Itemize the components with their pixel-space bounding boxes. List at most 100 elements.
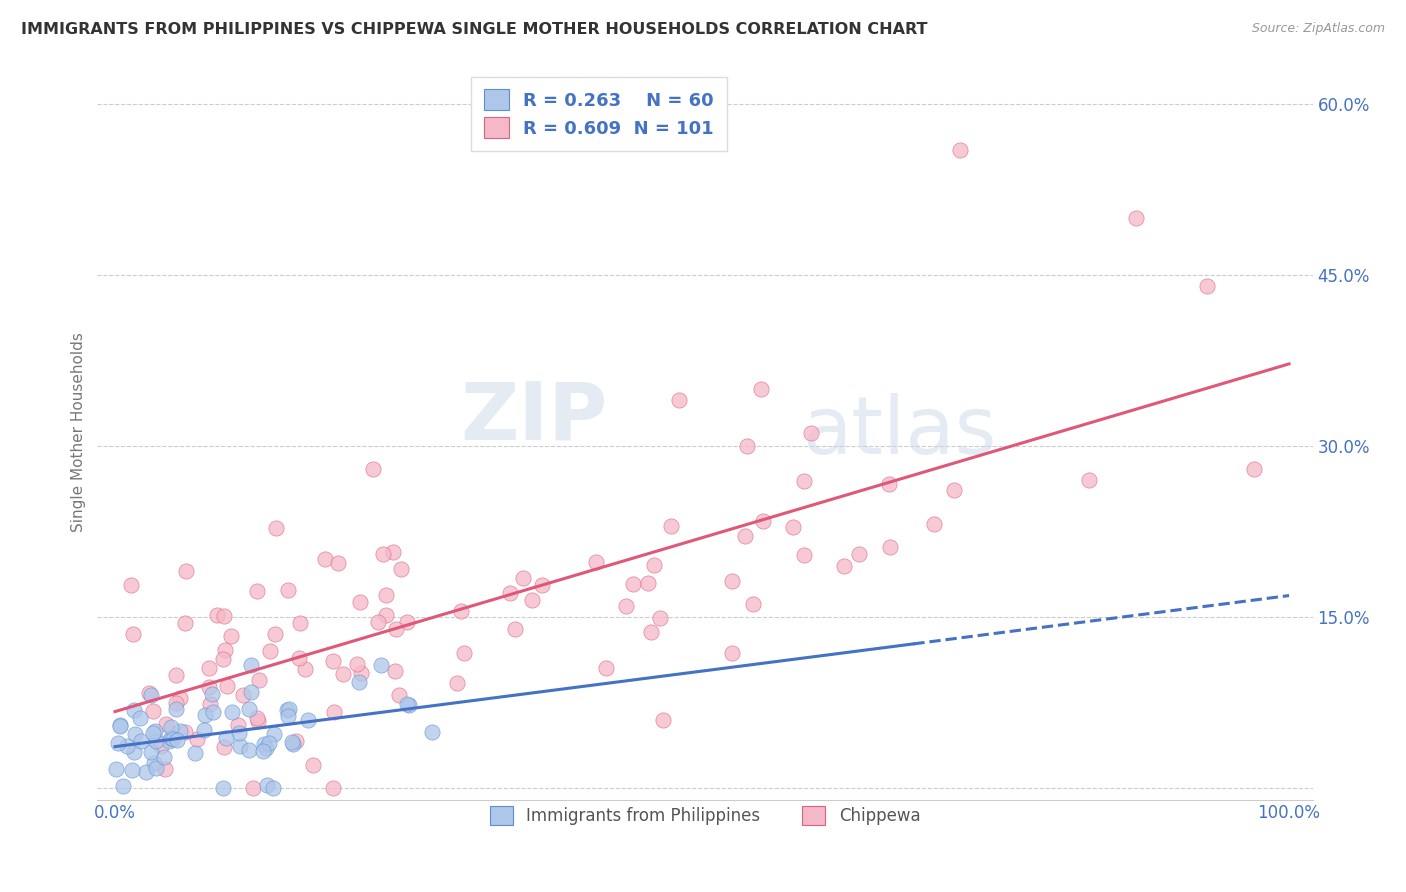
Point — [585, 555, 607, 569]
Point — [735, 439, 758, 453]
Point — [212, 740, 235, 755]
Point — [281, 735, 304, 749]
Point — [247, 673, 270, 687]
Point — [145, 734, 167, 748]
Point — [367, 615, 389, 629]
Point — [782, 520, 804, 534]
Point — [104, 762, 127, 776]
Point — [382, 545, 405, 559]
Point — [198, 661, 221, 675]
Point — [595, 660, 617, 674]
Y-axis label: Single Mother Households: Single Mother Households — [72, 332, 86, 532]
Point — [214, 608, 236, 623]
Point — [922, 516, 945, 531]
Point — [229, 739, 252, 754]
Point — [108, 719, 131, 733]
Point — [246, 711, 269, 725]
Point — [159, 731, 181, 745]
Point — [214, 642, 236, 657]
Point — [157, 734, 180, 748]
Point — [384, 665, 406, 679]
Point — [734, 529, 756, 543]
Point — [741, 597, 763, 611]
Point — [166, 733, 188, 747]
Point — [503, 623, 526, 637]
Point — [232, 688, 254, 702]
Point — [143, 724, 166, 739]
Point — [115, 739, 138, 754]
Point — [202, 706, 225, 720]
Point — [832, 558, 855, 573]
Point — [174, 565, 197, 579]
Point — [124, 703, 146, 717]
Point — [446, 676, 468, 690]
Point — [173, 615, 195, 630]
Point — [212, 781, 235, 796]
Point — [637, 575, 659, 590]
Point — [943, 483, 966, 498]
Point — [226, 718, 249, 732]
Point — [240, 685, 263, 699]
Point — [246, 583, 269, 598]
Point — [520, 592, 543, 607]
Point — [194, 708, 217, 723]
Point — [143, 756, 166, 770]
Point — [1078, 473, 1101, 487]
Point — [242, 781, 264, 796]
Point — [257, 736, 280, 750]
Point — [165, 668, 187, 682]
Point — [290, 616, 312, 631]
Point — [169, 690, 191, 705]
Point — [1243, 462, 1265, 476]
Text: IMMIGRANTS FROM PHILIPPINES VS CHIPPEWA SINGLE MOTHER HOUSEHOLDS CORRELATION CHA: IMMIGRANTS FROM PHILIPPINES VS CHIPPEWA … — [21, 22, 928, 37]
Point — [650, 610, 672, 624]
Point — [169, 724, 191, 739]
Point — [652, 714, 675, 728]
Point — [659, 519, 682, 533]
Point — [398, 698, 420, 712]
Point — [453, 646, 475, 660]
Point — [326, 556, 349, 570]
Point — [228, 726, 250, 740]
Point — [165, 696, 187, 710]
Point — [389, 562, 412, 576]
Point — [530, 578, 553, 592]
Point — [264, 627, 287, 641]
Point — [159, 720, 181, 734]
Point — [212, 652, 235, 666]
Point — [238, 743, 260, 757]
Point — [370, 657, 392, 672]
Point — [221, 629, 243, 643]
Point — [420, 725, 443, 739]
Point — [135, 765, 157, 780]
Point — [121, 763, 143, 777]
Point — [621, 576, 644, 591]
Point — [1195, 279, 1218, 293]
Point — [668, 393, 690, 408]
Point — [323, 705, 346, 719]
Point — [297, 713, 319, 727]
Point — [396, 615, 419, 629]
Point — [259, 644, 281, 658]
Point — [215, 731, 238, 745]
Point — [150, 739, 173, 753]
Point — [108, 718, 131, 732]
Point — [879, 477, 901, 491]
Point — [145, 761, 167, 775]
Point — [240, 658, 263, 673]
Point — [198, 681, 221, 695]
Text: atlas: atlas — [803, 392, 997, 471]
Point — [277, 708, 299, 723]
Point — [107, 736, 129, 750]
Point — [264, 521, 287, 535]
Point — [281, 737, 304, 751]
Point — [238, 702, 260, 716]
Point — [254, 741, 277, 756]
Point — [720, 574, 742, 588]
Point — [346, 657, 368, 671]
Point — [322, 654, 344, 668]
Point — [371, 547, 394, 561]
Point — [350, 665, 373, 680]
Point — [155, 762, 177, 776]
Point — [112, 779, 135, 793]
